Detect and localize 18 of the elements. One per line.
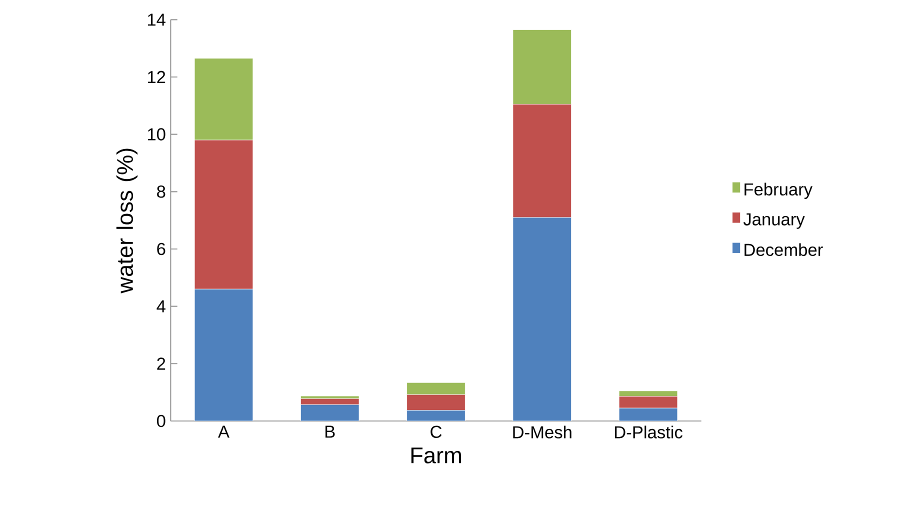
legend-label: December [744,243,823,256]
y-tick-label: 6 [157,242,166,256]
y-tick-label: 2 [157,358,166,370]
x-tick-label: B [326,426,335,438]
legend-label: January [743,213,805,229]
legend-label: February [744,182,813,199]
y-tick-label: 0 [156,414,166,428]
x-axis-title: Farm [411,448,461,464]
x-tick-label: D-Mesh [513,426,572,438]
y-axis-title: water loss (%) [116,148,138,294]
y-tick-label: 4 [156,300,166,312]
y-tick-label: 10 [148,128,166,140]
x-tick-label: D-Plastic [615,426,682,438]
x-tick-label: A [218,426,230,438]
y-tick-label: 14 [148,14,166,26]
x-tick-label: C [430,426,442,438]
y-tick-label: 12 [148,70,166,84]
y-tick-label: 8 [157,186,166,198]
